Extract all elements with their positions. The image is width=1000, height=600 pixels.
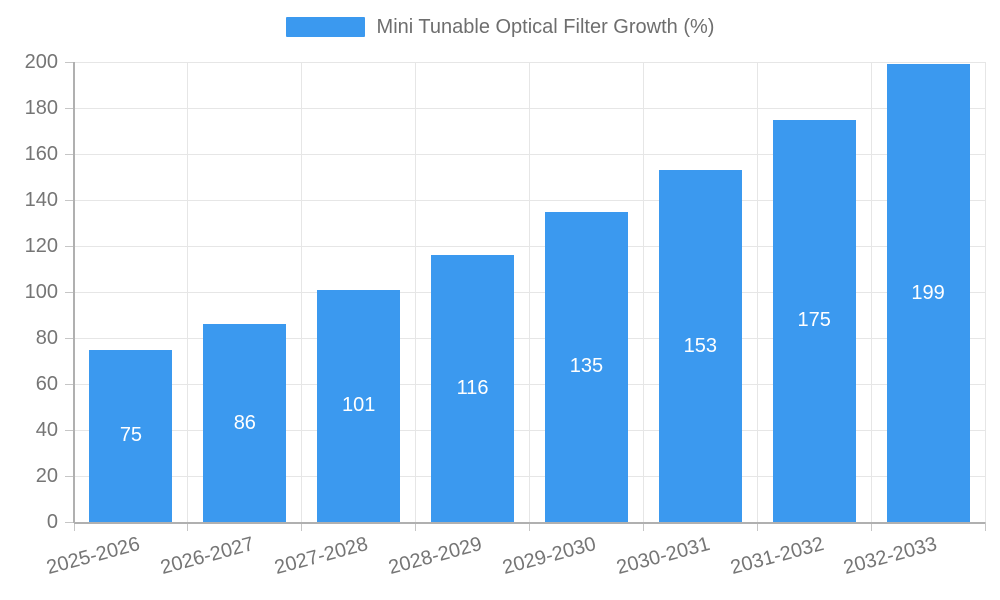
bar[interactable]: 135 (544, 211, 628, 522)
y-axis-tick-label: 120 (24, 235, 58, 257)
y-axis-tick-label: 200 (24, 51, 58, 73)
bar[interactable]: 101 (317, 289, 401, 522)
y-axis-line (73, 62, 75, 523)
y-tick-mark (65, 153, 74, 155)
bar-value-label: 101 (342, 394, 376, 417)
legend-swatch (285, 17, 365, 37)
y-axis-tick-label: 160 (24, 143, 58, 165)
y-tick-mark (65, 475, 74, 477)
bar-value-label: 86 (233, 411, 256, 434)
x-axis-category-label: 2027-2028 (272, 533, 371, 580)
bar[interactable]: 153 (658, 170, 742, 522)
y-axis-tick-label: 20 (35, 465, 58, 487)
bar[interactable]: 86 (203, 324, 287, 522)
bar-value-label: 75 (119, 424, 143, 447)
y-tick-mark (65, 429, 74, 431)
x-axis-category-label: 2029-2030 (500, 533, 599, 580)
x-axis-category-label: 2025-2026 (44, 533, 143, 580)
y-axis-tick-label: 180 (24, 97, 58, 119)
bar[interactable]: 175 (772, 119, 856, 522)
legend-label: Mini Tunable Optical Filter Growth (%) (376, 16, 715, 38)
y-tick-mark (65, 521, 74, 523)
y-axis-tick-label: 140 (24, 189, 58, 211)
x-tick-mark (415, 522, 417, 531)
bar[interactable]: 75 (89, 349, 173, 522)
bar-value-label: 175 (797, 309, 831, 332)
y-axis-tick-label: 80 (35, 327, 58, 349)
x-gridline (642, 62, 644, 522)
x-tick-mark (756, 522, 758, 531)
y-tick-mark (65, 245, 74, 247)
y-tick-mark (65, 337, 74, 339)
chart-legend[interactable]: Mini Tunable Optical Filter Growth (%) (0, 14, 1000, 40)
x-axis-category-label: 2026-2027 (158, 533, 257, 580)
bar[interactable]: 116 (431, 255, 515, 522)
x-gridline (529, 62, 530, 522)
x-gridline (756, 62, 758, 522)
x-tick-mark (529, 522, 530, 531)
x-tick-mark (187, 522, 189, 531)
y-axis-tick-label: 40 (35, 419, 58, 441)
x-gridline (984, 62, 986, 522)
y-axis-tick-label: 60 (35, 373, 58, 395)
x-axis-category-label: 2031-2032 (727, 533, 826, 580)
y-axis-tick-label: 100 (24, 281, 58, 303)
x-gridline (415, 62, 417, 522)
x-tick-mark (642, 522, 644, 531)
x-gridline (870, 62, 872, 522)
y-tick-mark (65, 383, 74, 385)
y-tick-mark (65, 291, 74, 293)
bar-value-label: 135 (569, 355, 604, 378)
y-tick-mark (65, 107, 74, 109)
x-axis-category-label: 2030-2031 (613, 533, 713, 580)
y-tick-mark (65, 199, 74, 201)
y-tick-mark (65, 61, 74, 63)
x-tick-mark (984, 522, 986, 531)
x-axis-category-label: 2028-2029 (386, 533, 485, 580)
bar-value-label: 153 (683, 334, 717, 357)
bar[interactable]: 199 (886, 64, 970, 522)
x-gridline (187, 62, 189, 522)
x-gridline (301, 62, 303, 522)
bar-value-label: 116 (456, 377, 489, 400)
bar-value-label: 199 (911, 281, 945, 304)
x-axis-line (74, 522, 985, 524)
x-axis-category-label: 2032-2033 (841, 533, 940, 580)
x-tick-mark (870, 522, 872, 531)
x-tick-mark (301, 522, 303, 531)
y-axis-tick-label: 0 (46, 511, 58, 533)
x-tick-mark (73, 522, 75, 531)
